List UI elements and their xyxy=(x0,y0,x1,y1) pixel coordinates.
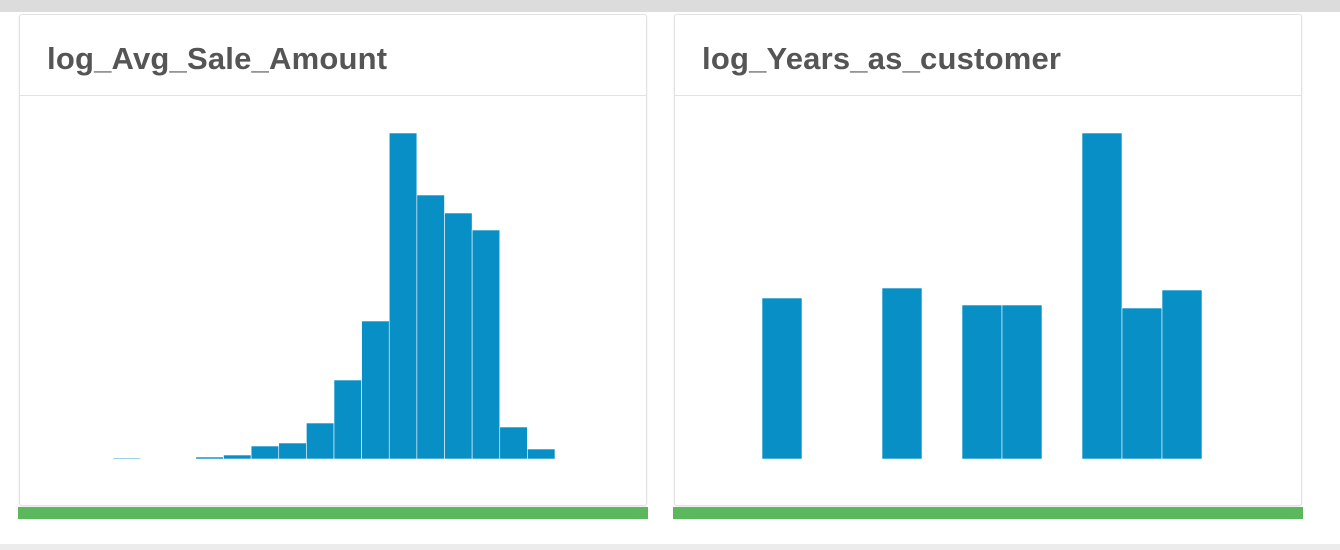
bar xyxy=(223,454,252,460)
bar xyxy=(761,297,803,460)
bar xyxy=(306,422,335,460)
bar xyxy=(961,304,1003,460)
bar xyxy=(499,426,528,460)
card-header xyxy=(20,15,646,96)
bar xyxy=(333,379,362,460)
bar xyxy=(1121,307,1163,460)
bar xyxy=(1081,132,1123,460)
bar xyxy=(278,442,307,460)
status-bar xyxy=(18,507,648,519)
bar xyxy=(416,194,445,460)
bar xyxy=(361,320,390,460)
top-bar xyxy=(0,0,1340,12)
card-title: log_Avg_Sale_Amount xyxy=(47,41,388,76)
bar xyxy=(881,287,923,460)
bar xyxy=(1161,289,1203,460)
bar xyxy=(444,212,473,460)
card-title: log_Years_as_customer xyxy=(702,41,1062,76)
bottom-bar xyxy=(0,544,1340,550)
bar xyxy=(388,132,418,460)
bar xyxy=(1001,304,1043,460)
bar xyxy=(112,457,141,460)
bar xyxy=(527,448,556,460)
bar xyxy=(250,445,280,460)
bar xyxy=(471,229,501,460)
status-bar xyxy=(673,507,1303,519)
card-header xyxy=(675,15,1301,96)
bar xyxy=(195,456,224,460)
